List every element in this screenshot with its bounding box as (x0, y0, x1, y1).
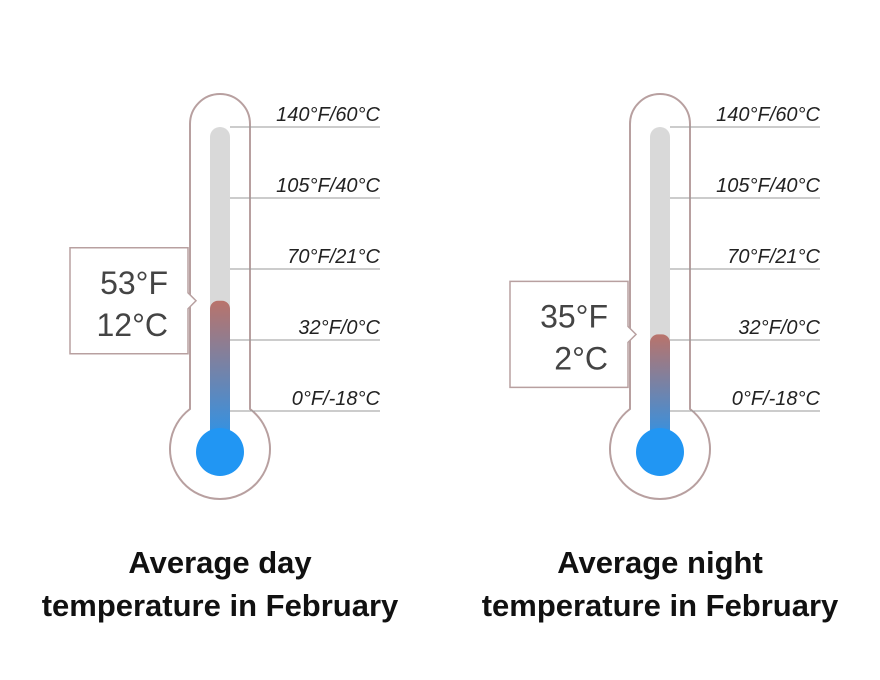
bulb (636, 428, 684, 476)
mercury (650, 334, 670, 452)
value-label: 35°F (540, 298, 608, 334)
tick-label: 0°F/-18°C (292, 388, 381, 410)
callout (509, 280, 638, 389)
tick-label: 0°F/-18°C (732, 388, 821, 410)
mercury (210, 300, 230, 452)
title-line: temperature in February (482, 588, 839, 623)
tick-label: 140°F/60°C (716, 104, 820, 126)
title-line: Average night (557, 545, 763, 580)
tick-label: 105°F/40°C (276, 175, 380, 197)
title-line: temperature in February (42, 588, 399, 623)
bulb (196, 428, 244, 476)
tick-label: 32°F/0°C (738, 317, 820, 339)
callout (69, 247, 198, 355)
tick-label: 140°F/60°C (276, 104, 380, 126)
tick-label: 105°F/40°C (716, 175, 820, 197)
tick-label: 70°F/21°C (727, 246, 820, 268)
value-label: 12°C (97, 307, 169, 343)
tick-label: 32°F/0°C (298, 317, 380, 339)
tick-label: 70°F/21°C (287, 246, 380, 268)
value-label: 2°C (554, 340, 608, 376)
value-label: 53°F (100, 265, 168, 301)
title-line: Average day (128, 545, 312, 580)
